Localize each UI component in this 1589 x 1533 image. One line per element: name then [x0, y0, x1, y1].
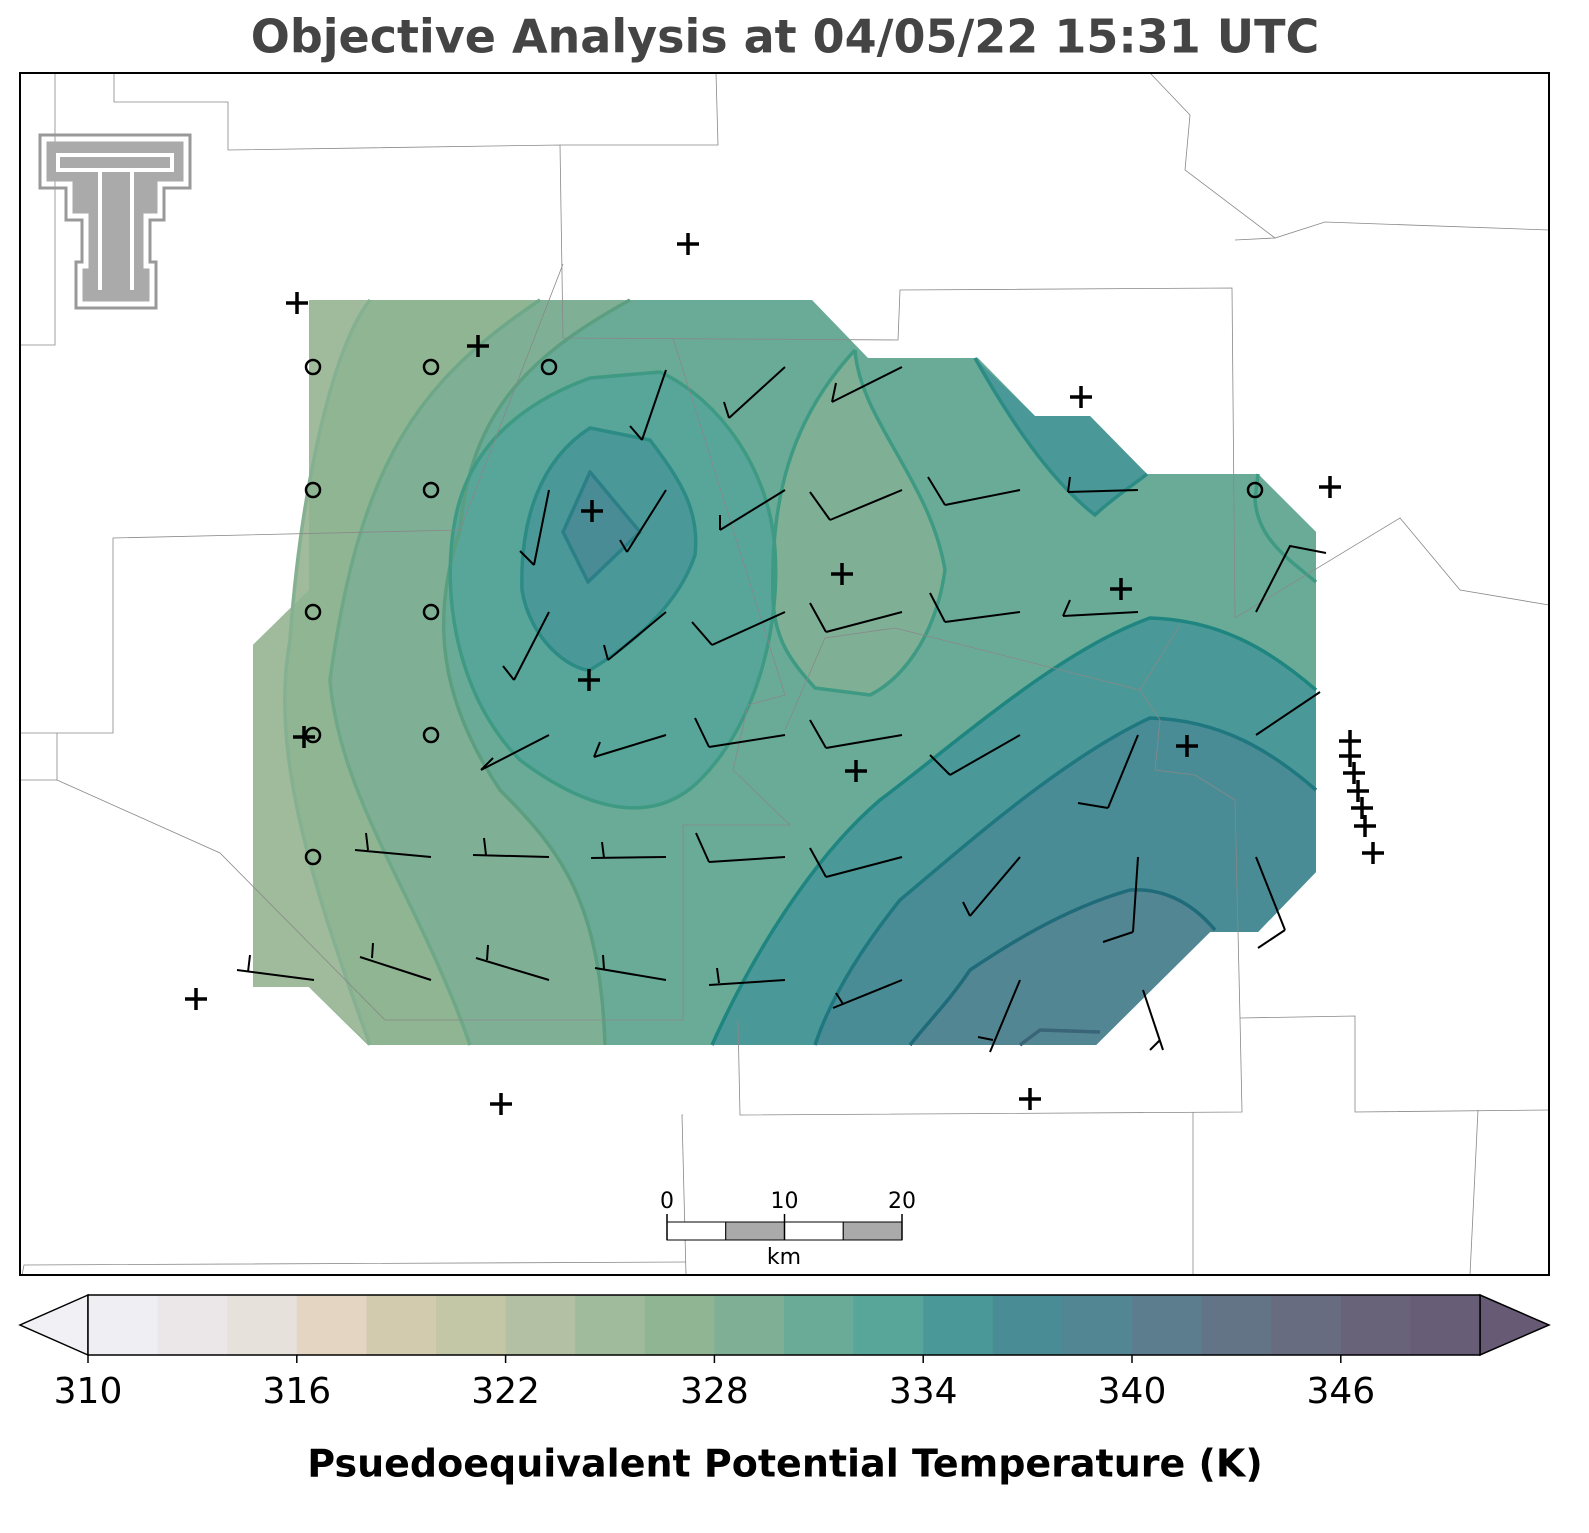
field-336c — [815, 718, 1316, 1045]
scale-tick-label: 20 — [888, 1189, 916, 1214]
colorbar-box — [1271, 1295, 1342, 1355]
colorbar-box — [575, 1295, 646, 1355]
colorbar-label: Psuedoequivalent Potential Temperature (… — [307, 1442, 1262, 1486]
colorbar-box — [505, 1295, 576, 1355]
scale-segment — [666, 1221, 727, 1241]
field-336a — [563, 472, 640, 582]
map-frame — [19, 72, 1550, 1276]
colorbar-box — [714, 1295, 785, 1355]
colorbar-tick-label: 316 — [262, 1371, 331, 1412]
scale-tick-label: 0 — [660, 1189, 674, 1214]
colorbar-box — [436, 1295, 507, 1355]
map-area — [19, 72, 1550, 1276]
field-326 — [253, 300, 540, 1045]
scale-tick-label: 10 — [771, 1189, 799, 1214]
colorbar-box — [1340, 1295, 1411, 1355]
field-338 — [910, 889, 1215, 1045]
colorbar-box — [1201, 1295, 1272, 1355]
colorbar-box — [644, 1295, 715, 1355]
colorbar-tick-label: 328 — [680, 1371, 749, 1412]
scale-bar: km 0 10 20 — [660, 1189, 916, 1270]
colorbar-tick-label: 346 — [1306, 1371, 1375, 1412]
field-324 — [253, 300, 370, 1045]
colorbar-box — [296, 1295, 367, 1355]
colorbar-box — [853, 1295, 924, 1355]
colorbar-box — [1062, 1295, 1133, 1355]
colorbar-tick-label: 322 — [471, 1371, 540, 1412]
colorbar-box — [784, 1295, 855, 1355]
county-lines — [20, 72, 1550, 1276]
stations — [185, 233, 1384, 1115]
colorbar-extend-high — [1479, 1293, 1551, 1357]
scale-segment — [842, 1221, 903, 1241]
scale-unit: km — [767, 1245, 801, 1270]
colorbar-tick-label: 310 — [54, 1371, 123, 1412]
field-334b — [975, 358, 1147, 515]
contour-lines — [283, 298, 1318, 1047]
field-332b — [1255, 474, 1316, 582]
colorbar-tick-label: 340 — [1098, 1371, 1167, 1412]
colorbar-box — [366, 1295, 437, 1355]
scale-segment — [725, 1221, 785, 1241]
colorbar-box — [157, 1295, 228, 1355]
colorbar-box — [1132, 1295, 1203, 1355]
colorbar-box — [1410, 1295, 1481, 1355]
colorbar-tick-label: 334 — [889, 1371, 958, 1412]
logo — [38, 133, 192, 310]
colorbar-box — [227, 1295, 298, 1355]
scale-segment — [784, 1221, 844, 1241]
field-330b — [772, 350, 945, 695]
colorbar-box — [923, 1295, 994, 1355]
colorbar-box — [992, 1295, 1063, 1355]
colorbar-box — [88, 1295, 159, 1355]
colorbar: Psuedoequivalent Potential Temperature (… — [18, 1293, 1551, 1486]
colorbar-outline — [87, 1294, 1481, 1356]
title: Objective Analysis at 04/05/22 15:31 UTC — [251, 10, 1320, 64]
colorbar-extend-low — [18, 1293, 89, 1357]
